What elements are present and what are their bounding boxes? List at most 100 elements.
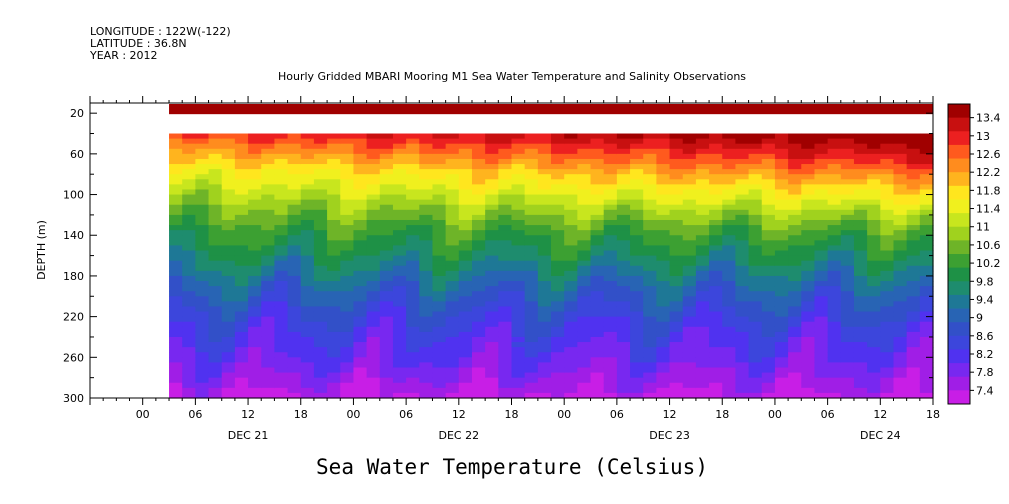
heatmap-cell: [498, 336, 513, 343]
heatmap-cell: [630, 260, 644, 267]
heatmap-cell: [722, 199, 737, 206]
heatmap-cell: [919, 148, 934, 155]
heatmap-cell: [827, 382, 842, 389]
heatmap-cell: [774, 250, 789, 257]
heatmap-cell: [208, 301, 223, 308]
heatmap-cell: [234, 321, 249, 328]
heatmap-cell: [577, 377, 592, 384]
heatmap-cell: [814, 204, 829, 211]
heatmap-cell: [458, 392, 473, 399]
heatmap-cell: [182, 382, 196, 389]
heatmap-cell: [906, 174, 921, 180]
heatmap-cell: [313, 331, 328, 338]
heatmap-cell: [603, 311, 618, 318]
heatmap-cell: [551, 362, 565, 369]
heatmap-cell: [300, 179, 315, 185]
heatmap-cell: [774, 296, 789, 302]
heatmap-cell: [630, 235, 644, 241]
heatmap-cell: [827, 326, 842, 333]
heatmap-cell: [880, 301, 895, 308]
heatmap-cell: [906, 372, 921, 379]
heatmap-cell: [564, 138, 578, 145]
heatmap-cell: [208, 362, 223, 369]
heatmap-cell: [419, 260, 434, 267]
heatmap-cell: [379, 352, 394, 358]
heatmap-cell: [827, 357, 842, 363]
heatmap-cell: [234, 286, 249, 292]
heatmap-cell: [208, 240, 223, 247]
heatmap-cell: [406, 301, 420, 308]
heatmap-cell: [445, 204, 460, 211]
heatmap-cell: [827, 311, 842, 318]
heatmap-cell: [274, 164, 289, 170]
colorbar-swatch: [948, 308, 970, 323]
heatmap-cell: [195, 260, 210, 267]
heatmap-cell: [656, 214, 671, 221]
heatmap-cell: [419, 225, 434, 231]
heatmap-cell: [603, 382, 618, 389]
heatmap-cell: [630, 158, 644, 165]
heatmap-cell: [366, 230, 381, 236]
heatmap-cell: [537, 342, 552, 348]
heatmap-cell: [419, 158, 434, 165]
heatmap-cell: [524, 275, 539, 282]
heatmap-cell: [551, 270, 565, 277]
heatmap-cell: [616, 281, 631, 287]
heatmap-cell: [366, 153, 381, 160]
heatmap-cell: [274, 306, 289, 313]
heatmap-cell: [774, 311, 789, 318]
heatmap-cell: [274, 225, 289, 231]
heatmap-cell: [774, 291, 789, 297]
heatmap-cell: [867, 189, 881, 196]
y-tick-label: 260: [63, 351, 84, 364]
heatmap-cell: [327, 311, 341, 318]
heatmap-cell: [748, 255, 763, 262]
heatmap-cell: [814, 311, 829, 318]
heatmap-cell: [471, 326, 486, 333]
heatmap-cell: [300, 204, 315, 211]
heatmap-cell: [827, 209, 842, 216]
heatmap-cell: [458, 281, 473, 287]
heatmap-cell: [840, 392, 855, 399]
x-tick-label: 00: [768, 408, 782, 421]
heatmap-cell: [432, 326, 447, 333]
heatmap-cell: [551, 164, 565, 170]
heatmap-cell: [261, 209, 276, 216]
heatmap-cell: [551, 184, 565, 191]
heatmap-cell: [234, 347, 249, 353]
heatmap-cell: [906, 260, 921, 267]
heatmap-cell: [287, 306, 302, 313]
heatmap-cell: [327, 179, 341, 185]
heatmap-cell: [603, 352, 618, 358]
heatmap-cell: [906, 148, 921, 155]
heatmap-cell: [419, 372, 434, 379]
heatmap-cell: [537, 336, 552, 343]
heatmap-cell: [709, 331, 723, 338]
heatmap-cell: [248, 311, 262, 318]
heatmap-cell: [643, 174, 657, 180]
heatmap-cell: [300, 311, 315, 318]
heatmap-cell: [445, 225, 460, 231]
heatmap-cell: [603, 209, 618, 216]
heatmap-cell: [274, 296, 289, 302]
heatmap-cell: [432, 301, 447, 308]
heatmap-cell: [511, 342, 526, 348]
heatmap-cell: [840, 357, 855, 363]
heatmap-cell: [735, 143, 750, 150]
heatmap-cell: [379, 372, 394, 379]
heatmap-cell: [340, 265, 355, 272]
heatmap-cell: [748, 169, 763, 175]
heatmap-cell: [814, 392, 829, 399]
heatmap-cell: [419, 148, 434, 155]
heatmap-cell: [208, 392, 223, 399]
heatmap-cell: [313, 296, 328, 302]
heatmap-cell: [616, 138, 631, 145]
heatmap-cell: [919, 347, 934, 353]
heatmap-cell: [564, 372, 578, 379]
heatmap-cell: [906, 204, 921, 211]
heatmap-cell: [419, 189, 434, 196]
heatmap-cell: [853, 265, 868, 272]
heatmap-cell: [432, 357, 447, 363]
heatmap-cell: [300, 367, 315, 374]
heatmap-cell: [709, 382, 723, 389]
